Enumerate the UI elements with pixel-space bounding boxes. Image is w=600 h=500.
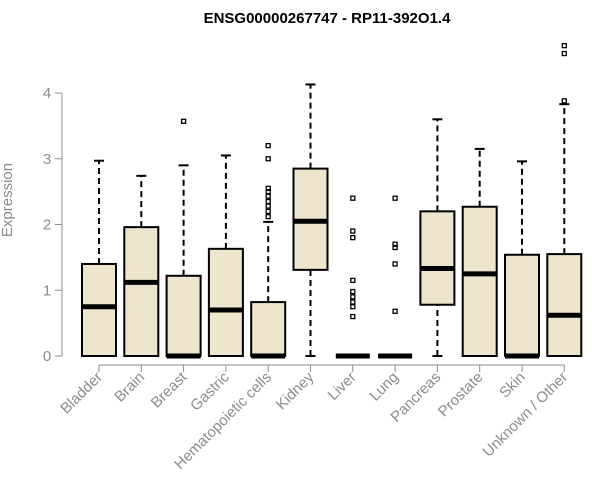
outlier-point xyxy=(265,198,271,205)
outlier-point xyxy=(265,188,271,195)
outlier-point xyxy=(265,208,271,215)
boxes-group xyxy=(81,43,583,359)
outlier-point xyxy=(350,288,356,295)
box-iqr xyxy=(123,226,160,357)
outlier-point xyxy=(265,213,271,220)
box-prostate xyxy=(461,147,498,357)
outlier-point xyxy=(392,308,398,314)
y-tick-label: 2 xyxy=(43,217,51,234)
box-iqr xyxy=(165,274,202,357)
box-gastric xyxy=(207,154,244,357)
box-iqr xyxy=(419,210,456,306)
y-tick-label: 0 xyxy=(43,348,51,365)
outlier-point xyxy=(180,118,187,124)
x-tick-label: Brain xyxy=(111,369,148,406)
outlier-point xyxy=(265,185,271,191)
outlier-point xyxy=(265,156,271,162)
x-tick-label: Prostate xyxy=(435,369,487,421)
outlier-point xyxy=(350,195,356,201)
outlier-point xyxy=(350,228,356,234)
outlier-point xyxy=(350,299,356,305)
outlier-point xyxy=(350,277,356,284)
outlier-point xyxy=(561,43,567,49)
box-breast xyxy=(165,118,202,359)
x-tick-label: Kidney xyxy=(273,368,318,413)
x-tick-label: Lung xyxy=(366,369,402,405)
outlier-point xyxy=(350,294,356,300)
box-liver xyxy=(335,195,370,359)
box-iqr xyxy=(207,247,244,357)
outlier-point xyxy=(561,98,567,104)
box-skin xyxy=(504,160,540,359)
outlier-point xyxy=(392,241,398,247)
outlier-point xyxy=(392,244,398,251)
box-brain xyxy=(123,174,160,357)
outlier-point xyxy=(265,142,271,149)
x-tick-label: Liver xyxy=(325,369,360,404)
box-pancreas xyxy=(419,118,456,357)
y-axis: 0 1 2 3 4 xyxy=(43,85,63,365)
box-hematopoietic-cells xyxy=(250,142,287,359)
box-iqr xyxy=(250,301,287,357)
outlier-point xyxy=(265,203,271,209)
outlier-point xyxy=(392,195,398,201)
outlier-point xyxy=(350,304,356,310)
y-tick-label: 3 xyxy=(43,151,51,168)
box-unknown-other xyxy=(546,43,583,357)
outlier-point xyxy=(561,50,567,57)
outlier-point xyxy=(350,234,356,241)
x-tick-label: Bladder xyxy=(57,369,106,418)
box-kidney xyxy=(292,83,329,357)
outlier-point xyxy=(392,261,398,267)
box-lung xyxy=(378,195,413,359)
box-iqr xyxy=(546,253,583,357)
y-tick-label: 1 xyxy=(43,282,51,299)
box-iqr xyxy=(461,205,498,357)
outlier-point xyxy=(265,193,271,199)
box-iqr xyxy=(81,262,117,358)
x-tick-label: Skin xyxy=(496,369,529,402)
chart-title: ENSG00000267747 - RP11-392O1.4 xyxy=(204,10,451,27)
x-tick-label: Breast xyxy=(148,368,191,411)
y-tick-label: 4 xyxy=(43,85,51,102)
outlier-point xyxy=(350,313,356,320)
box-bladder xyxy=(81,159,117,358)
box-iqr xyxy=(504,253,540,357)
y-axis-label: Expression xyxy=(0,163,16,237)
